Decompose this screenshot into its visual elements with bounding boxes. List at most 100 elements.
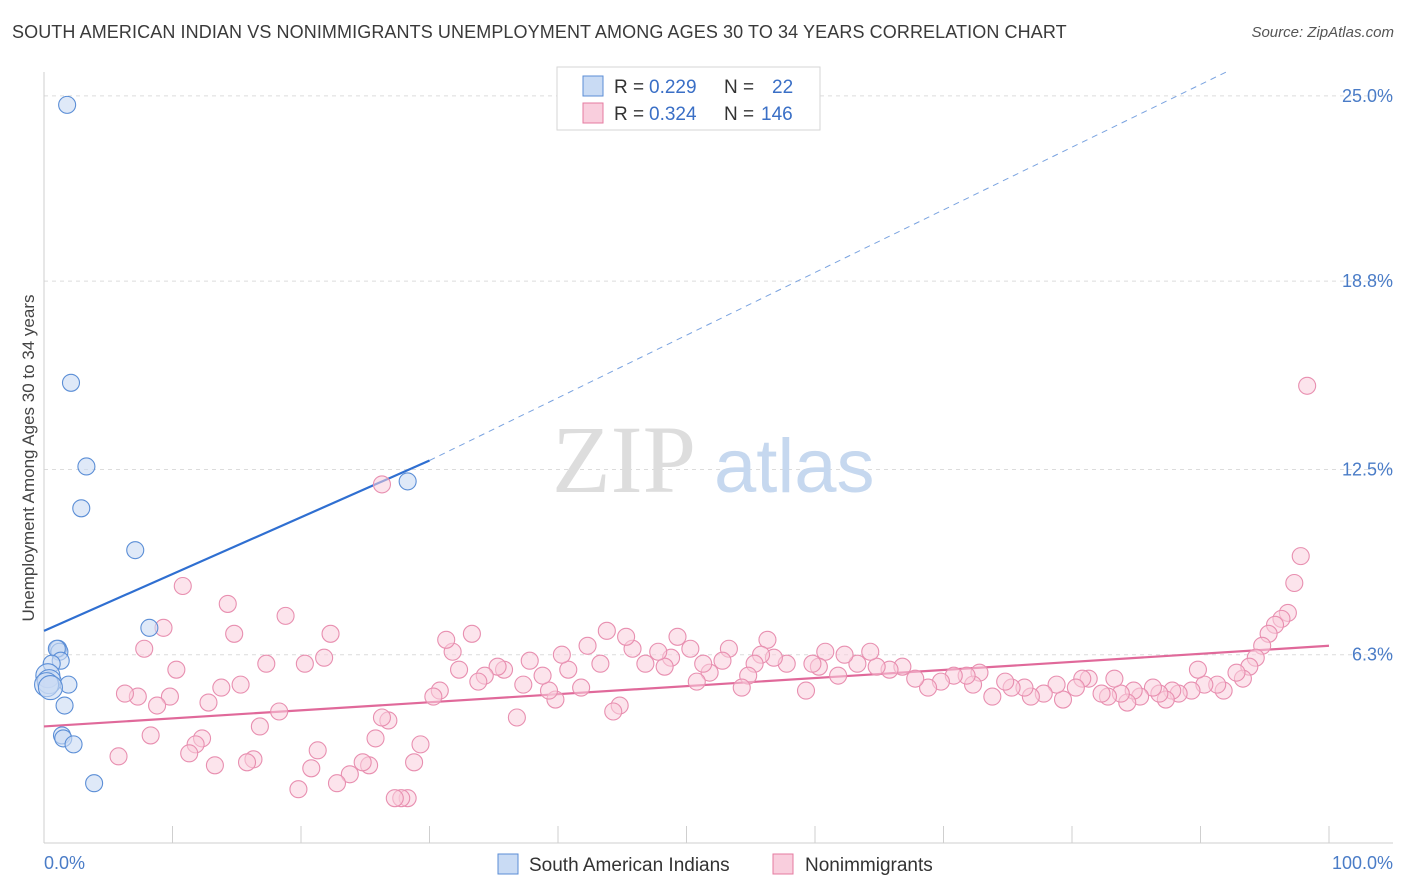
nonimmigrants-point bbox=[1291, 547, 1310, 566]
nonimmigrants-point bbox=[539, 681, 559, 700]
nonimmigrants-point bbox=[372, 708, 392, 727]
south-american-indians-point bbox=[85, 774, 104, 793]
legend-n-label-2: N = bbox=[724, 104, 754, 125]
legend-n-label-1: N = bbox=[724, 77, 754, 98]
watermark-zip: ZIP bbox=[552, 406, 696, 513]
trend-lines bbox=[43, 71, 1330, 728]
nonimmigrants-point bbox=[135, 639, 154, 658]
nonimmigrants-point bbox=[109, 747, 128, 766]
nonimmigrants-point bbox=[199, 693, 218, 712]
nonimmigrants-point bbox=[520, 651, 539, 670]
nonimmigrants-point bbox=[919, 678, 938, 697]
nonimmigrants-point bbox=[257, 654, 276, 673]
nonimmigrants-point bbox=[160, 687, 179, 706]
x-tick-label: 0.0% bbox=[44, 853, 85, 873]
nonimmigrants-point bbox=[469, 672, 488, 691]
nonimmigrants-point bbox=[507, 708, 526, 727]
nonimmigrants-points bbox=[109, 376, 1317, 808]
nonimmigrants-point bbox=[276, 606, 295, 625]
nonimmigrants-point bbox=[668, 627, 687, 646]
nonimmigrants-point bbox=[597, 621, 616, 640]
nonimmigrants-point bbox=[559, 660, 578, 679]
nonimmigrants-point bbox=[732, 678, 751, 697]
nonimmigrants-point bbox=[218, 594, 237, 613]
nonimmigrants-point bbox=[450, 660, 469, 679]
nonimmigrants-point bbox=[996, 672, 1015, 691]
legend-r-value-1: 0.229 bbox=[649, 77, 697, 98]
x-ticks bbox=[43, 826, 1330, 843]
nonimmigrants-point bbox=[655, 657, 674, 676]
stats-legend: R = 0.229 N = 22 R = 0.324 N = 146 bbox=[556, 66, 821, 131]
bottom-legend-swatch-blue bbox=[497, 853, 519, 875]
y-tick-label: 12.5% bbox=[1342, 459, 1393, 479]
trend-line-nonimmigrants bbox=[43, 644, 1330, 728]
nonimmigrants-point bbox=[488, 657, 507, 676]
legend-r-label-2: R = bbox=[614, 104, 644, 125]
nonimmigrants-point bbox=[617, 627, 636, 646]
south-american-indians-point bbox=[398, 472, 417, 491]
nonimmigrants-point bbox=[289, 780, 308, 799]
nonimmigrants-point bbox=[302, 759, 321, 778]
y-tick-label: 6.3% bbox=[1352, 645, 1393, 665]
watermark: ZIP atlas bbox=[552, 406, 875, 513]
south-american-indians-point bbox=[58, 95, 77, 114]
south-american-indians-point bbox=[72, 499, 91, 518]
nonimmigrants-point bbox=[578, 636, 597, 655]
trend-line-south-american-indians bbox=[43, 459, 430, 632]
x-tick-labels: 0.0% 100.0% bbox=[44, 853, 1393, 873]
nonimmigrants-point bbox=[861, 642, 880, 661]
nonimmigrants-point bbox=[1092, 684, 1111, 703]
x-tick-label: 100.0% bbox=[1332, 853, 1393, 873]
nonimmigrants-point bbox=[1188, 660, 1207, 679]
nonimmigrants-point bbox=[1053, 690, 1073, 709]
nonimmigrants-point bbox=[591, 654, 610, 673]
nonimmigrants-point bbox=[687, 672, 706, 691]
nonimmigrants-point bbox=[385, 789, 404, 808]
south-american-indians-point bbox=[61, 373, 81, 392]
nonimmigrants-point bbox=[796, 681, 816, 700]
nonimmigrants-point bbox=[816, 642, 835, 661]
nonimmigrants-point bbox=[462, 624, 481, 643]
nonimmigrants-point bbox=[1285, 573, 1304, 593]
nonimmigrants-point bbox=[867, 657, 886, 676]
south-american-indians-point bbox=[37, 675, 63, 701]
nonimmigrants-point bbox=[225, 624, 244, 643]
nonimmigrants-point bbox=[141, 726, 160, 745]
legend-n-value-1: 22 bbox=[772, 77, 793, 98]
nonimmigrants-point bbox=[835, 645, 854, 664]
nonimmigrants-point bbox=[983, 687, 1002, 706]
legend-n-value-2: 146 bbox=[761, 104, 793, 125]
nonimmigrants-point bbox=[115, 684, 135, 703]
y-tick-label: 18.8% bbox=[1342, 271, 1393, 291]
nonimmigrants-point bbox=[1047, 675, 1066, 694]
south-american-indians-point bbox=[77, 457, 96, 476]
nonimmigrants-point bbox=[212, 678, 231, 697]
nonimmigrants-point bbox=[372, 475, 392, 494]
nonimmigrants-point bbox=[604, 702, 623, 721]
nonimmigrants-point bbox=[681, 639, 700, 658]
nonimmigrants-point bbox=[803, 654, 822, 673]
nonimmigrants-point bbox=[1298, 376, 1317, 395]
nonimmigrants-point bbox=[649, 642, 668, 661]
nonimmigrants-point bbox=[533, 666, 552, 685]
nonimmigrants-point bbox=[353, 753, 372, 772]
nonimmigrants-point bbox=[237, 753, 257, 772]
legend-r-value-2: 0.324 bbox=[649, 104, 697, 125]
south-american-indians-point bbox=[126, 541, 145, 560]
nonimmigrants-point bbox=[713, 651, 732, 670]
nonimmigrants-point bbox=[1227, 663, 1246, 682]
nonimmigrants-point bbox=[552, 645, 571, 664]
nonimmigrants-point bbox=[437, 630, 456, 649]
bottom-legend: South American Indians Nonimmigrants bbox=[497, 853, 933, 876]
nonimmigrants-point bbox=[295, 654, 314, 673]
south-american-indians-point bbox=[140, 618, 159, 637]
axes bbox=[43, 72, 1393, 844]
legend-swatch-blue bbox=[582, 75, 604, 97]
nonimmigrants-point bbox=[148, 696, 167, 715]
trend-line-extension-south-american-indians bbox=[429, 71, 1227, 461]
south-american-indians-points bbox=[34, 95, 417, 793]
nonimmigrants-point bbox=[758, 630, 777, 649]
nonimmigrants-point bbox=[906, 669, 925, 688]
nonimmigrants-point bbox=[167, 660, 186, 679]
